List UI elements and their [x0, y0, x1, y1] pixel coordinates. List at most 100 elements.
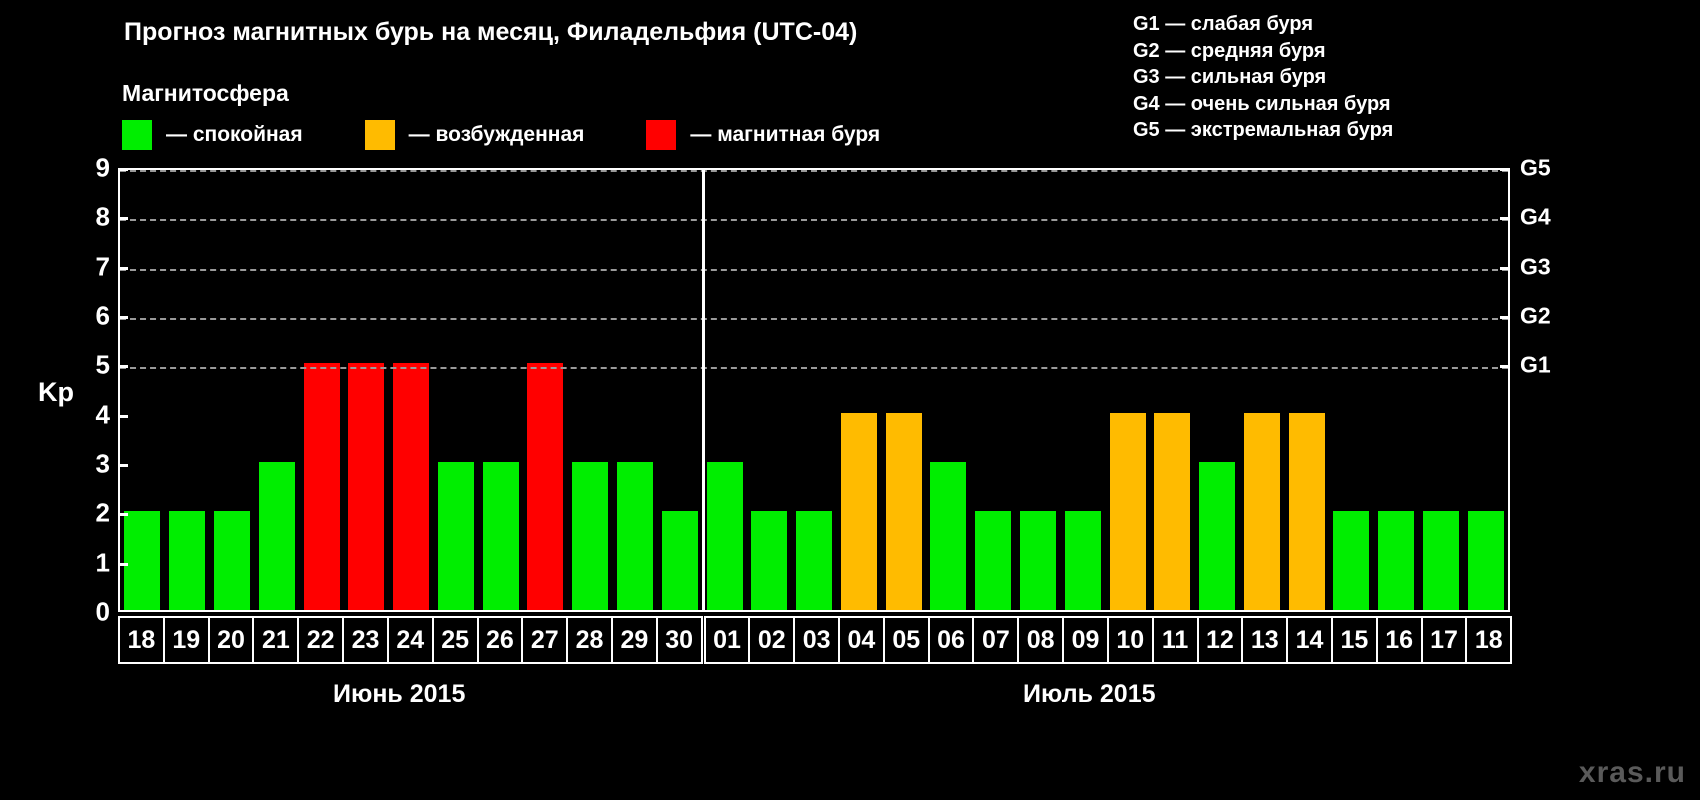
day-label-cell[interactable]: 21 — [252, 616, 300, 664]
day-label-cell[interactable]: 23 — [342, 616, 389, 664]
g-scale-line: G5 — экстремальная буря — [1133, 119, 1394, 141]
kp-bar[interactable] — [1020, 511, 1057, 610]
bar-slot[interactable] — [299, 170, 344, 610]
kp-bar[interactable] — [482, 462, 519, 610]
kp-bar[interactable] — [527, 363, 564, 610]
bar-slot[interactable] — [702, 170, 747, 610]
bar-slot[interactable] — [210, 170, 255, 610]
kp-bar[interactable] — [1378, 511, 1415, 610]
day-label-cell[interactable]: 26 — [476, 616, 524, 664]
bar-slot[interactable] — [433, 170, 478, 610]
day-label-cell[interactable]: 30 — [655, 616, 703, 664]
day-label-cell[interactable]: 10 — [1106, 616, 1154, 664]
bar-slot[interactable] — [971, 170, 1016, 610]
kp-bar[interactable] — [572, 462, 609, 610]
kp-bar[interactable] — [616, 462, 653, 610]
bar-slot[interactable] — [1419, 170, 1464, 610]
y-axis-tick-label: 9 — [95, 152, 110, 183]
bar-slot[interactable] — [523, 170, 568, 610]
bar-slot[interactable] — [1240, 170, 1285, 610]
kp-bar[interactable] — [348, 363, 385, 610]
kp-bar[interactable] — [885, 412, 922, 610]
y-axis-tick-mark — [118, 266, 128, 270]
day-label-cell[interactable]: 18 — [118, 616, 165, 664]
bar-slot[interactable] — [1374, 170, 1419, 610]
bar-slot[interactable] — [1105, 170, 1150, 610]
bar-slot[interactable] — [1150, 170, 1195, 610]
day-label-cell[interactable]: 28 — [566, 616, 613, 664]
kp-bar[interactable] — [661, 511, 698, 610]
day-label-cell[interactable]: 13 — [1241, 616, 1289, 664]
day-label-cell[interactable]: 06 — [927, 616, 975, 664]
kp-bar[interactable] — [1467, 511, 1504, 610]
day-label-cell[interactable]: 12 — [1196, 616, 1244, 664]
day-label-cell[interactable]: 15 — [1330, 616, 1378, 664]
day-label-cell[interactable]: 27 — [521, 616, 569, 664]
day-label-cell[interactable]: 19 — [162, 616, 210, 664]
day-label-cell[interactable]: 17 — [1420, 616, 1468, 664]
day-label-cell[interactable]: 29 — [610, 616, 658, 664]
bar-slot[interactable] — [254, 170, 299, 610]
day-label-cell[interactable]: 20 — [207, 616, 255, 664]
month-caption-june: Июнь 2015 — [333, 680, 466, 708]
bar-slot[interactable] — [478, 170, 523, 610]
day-label-cell[interactable]: 04 — [838, 616, 885, 664]
bar-slot[interactable] — [657, 170, 702, 610]
kp-bar[interactable] — [1243, 412, 1280, 610]
day-label-cell[interactable]: 16 — [1375, 616, 1423, 664]
day-label-cell[interactable]: 03 — [793, 616, 840, 664]
day-label-cell[interactable]: 18 — [1465, 616, 1513, 664]
bar-slot[interactable] — [1284, 170, 1329, 610]
kp-bar[interactable] — [930, 462, 967, 610]
kp-bar[interactable] — [796, 511, 833, 610]
day-label-cell[interactable]: 02 — [748, 616, 796, 664]
bar-slot[interactable] — [1329, 170, 1374, 610]
kp-bar[interactable] — [706, 462, 743, 610]
bar-slot[interactable] — [613, 170, 658, 610]
bar-slot[interactable] — [165, 170, 210, 610]
kp-bar[interactable] — [1109, 412, 1146, 610]
day-label-cell[interactable]: 24 — [386, 616, 434, 664]
kp-bar[interactable] — [975, 511, 1012, 610]
day-label-cell[interactable]: 11 — [1151, 616, 1199, 664]
kp-bar[interactable] — [437, 462, 474, 610]
day-label-cell[interactable]: 25 — [431, 616, 479, 664]
kp-bar[interactable] — [124, 511, 161, 610]
day-label-cell[interactable]: 22 — [297, 616, 345, 664]
bar-slot[interactable] — [389, 170, 434, 610]
bar-slot[interactable] — [568, 170, 613, 610]
bar-slot[interactable] — [1463, 170, 1508, 610]
y-axis-tick-mark — [118, 365, 128, 369]
kp-bar[interactable] — [1333, 511, 1370, 610]
kp-bar[interactable] — [303, 363, 340, 610]
day-label-cell[interactable]: 09 — [1062, 616, 1109, 664]
bar-slot[interactable] — [120, 170, 165, 610]
kp-bar[interactable] — [840, 412, 877, 610]
y-axis-tick-mark — [118, 562, 128, 566]
day-label-cell[interactable]: 07 — [972, 616, 1020, 664]
bar-slot[interactable] — [747, 170, 792, 610]
month-divider — [702, 170, 706, 610]
day-label-cell[interactable]: 14 — [1286, 616, 1333, 664]
kp-bar[interactable] — [393, 363, 430, 610]
bar-slot[interactable] — [881, 170, 926, 610]
kp-bar[interactable] — [1199, 462, 1236, 610]
kp-bar[interactable] — [169, 511, 206, 610]
day-label-cell[interactable]: 08 — [1017, 616, 1065, 664]
day-label-cell[interactable]: 05 — [882, 616, 930, 664]
kp-bar[interactable] — [1064, 511, 1101, 610]
kp-bar[interactable] — [213, 511, 250, 610]
bar-slot[interactable] — [344, 170, 389, 610]
bar-slot[interactable] — [1060, 170, 1105, 610]
bar-slot[interactable] — [926, 170, 971, 610]
kp-bar[interactable] — [751, 511, 788, 610]
day-label-cell[interactable]: 01 — [703, 616, 751, 664]
kp-bar[interactable] — [1154, 412, 1191, 610]
bar-slot[interactable] — [792, 170, 837, 610]
bar-slot[interactable] — [837, 170, 882, 610]
kp-bar[interactable] — [1423, 511, 1460, 610]
kp-bar[interactable] — [1288, 412, 1325, 610]
bar-slot[interactable] — [1195, 170, 1240, 610]
bar-slot[interactable] — [1016, 170, 1061, 610]
kp-bar[interactable] — [258, 462, 295, 610]
